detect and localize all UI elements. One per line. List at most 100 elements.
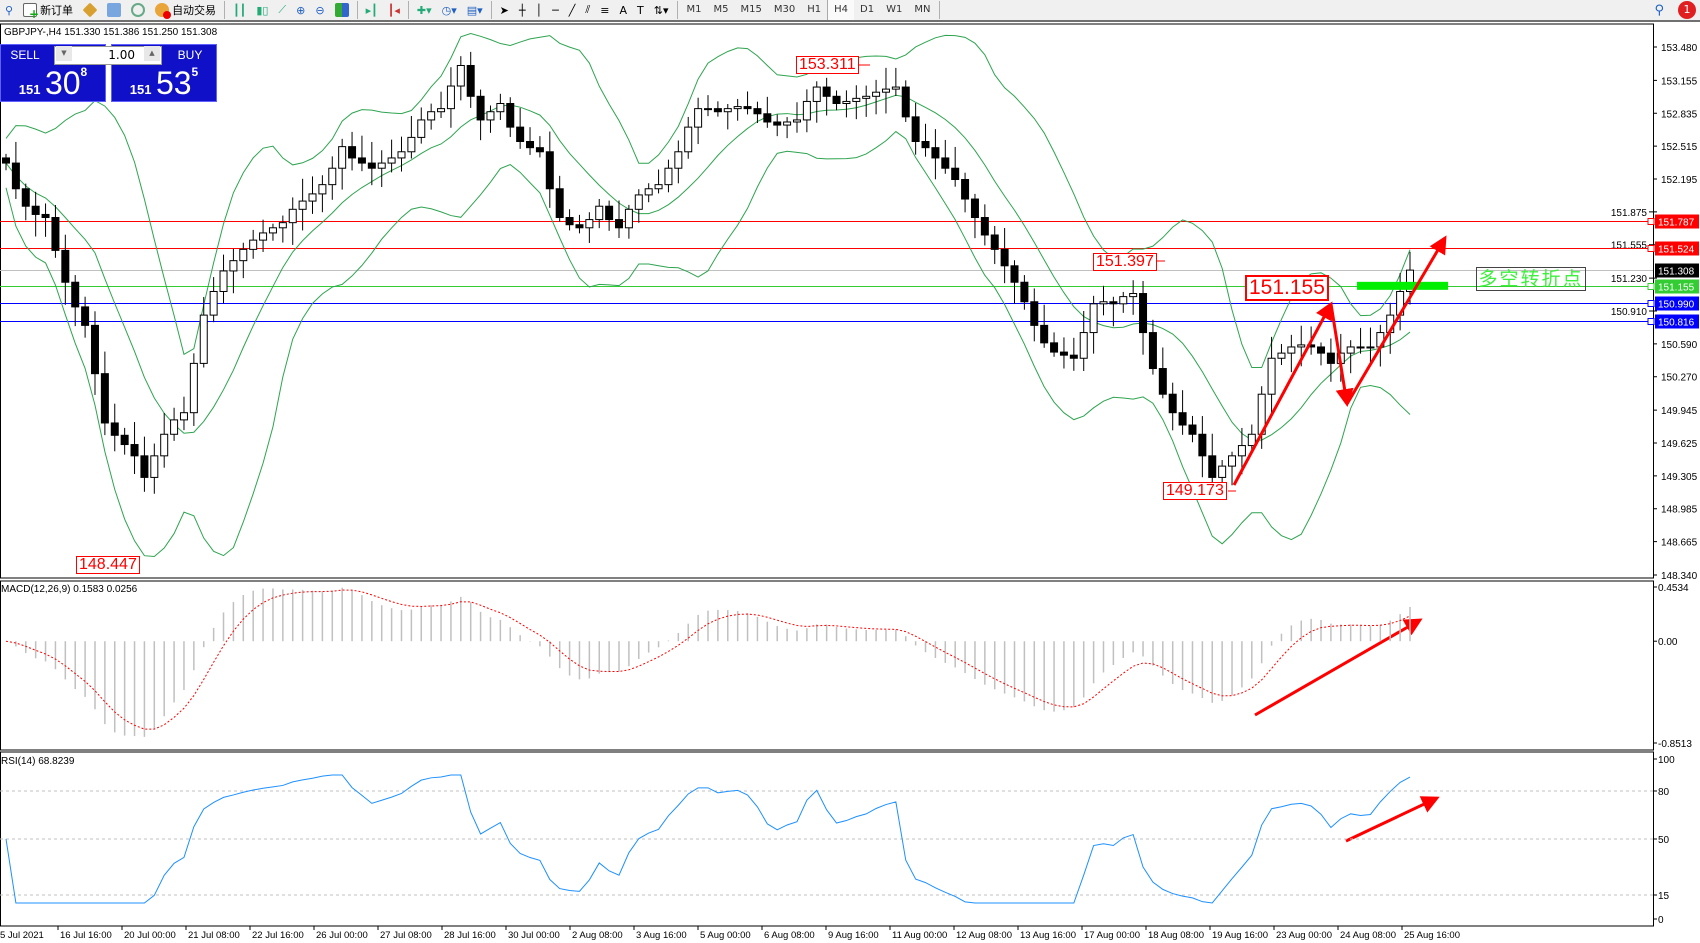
- fibonacci-button[interactable]: ≡: [595, 0, 614, 20]
- lot-increase-button[interactable]: ▲: [144, 46, 160, 61]
- vertical-line-button[interactable]: │: [531, 0, 548, 20]
- auto-scroll-icon: ▸┃: [365, 3, 378, 17]
- periods-button[interactable]: ◷▾: [437, 0, 462, 20]
- timeframe-h4[interactable]: H4: [827, 0, 855, 20]
- price-level-label: 151.155: [1658, 283, 1695, 294]
- navigator-button[interactable]: [102, 0, 126, 20]
- candle: [881, 67, 890, 114]
- price-tick-label: 149.625: [1661, 439, 1698, 450]
- bar-chart-icon: ┃┃: [233, 3, 247, 17]
- zoom-out-button[interactable]: ⊖: [310, 0, 329, 20]
- price-tick-label: 153.480: [1661, 43, 1698, 54]
- candle: [367, 141, 376, 186]
- candle-body: [298, 200, 307, 210]
- candle: [71, 275, 80, 327]
- channel-button[interactable]: ⫽: [580, 0, 595, 20]
- arrows-button[interactable]: ⇅▾: [649, 0, 674, 20]
- time-tick-label: 16 Jul 16:00: [60, 930, 112, 941]
- candle: [812, 81, 821, 123]
- lot-size-input[interactable]: 1.00: [54, 46, 162, 65]
- candle: [2, 153, 10, 171]
- lot-decrease-button[interactable]: ▼: [56, 46, 72, 61]
- chart-shift-icon: ┃◂: [387, 3, 400, 17]
- horizontal-line-button[interactable]: ─: [547, 0, 564, 20]
- chart-symbol-info: GBPJPY-,H4 151.330 151.386 151.250 151.3…: [4, 27, 218, 38]
- buy-price: 151 535: [112, 65, 216, 102]
- candle-body: [1287, 346, 1296, 354]
- candle: [1079, 310, 1088, 372]
- candle-body: [644, 188, 653, 196]
- timeframe-h1[interactable]: H1: [807, 4, 822, 15]
- candle: [575, 214, 584, 234]
- pivot-price-label[interactable]: 151.155: [1245, 275, 1329, 301]
- candle-chart-button[interactable]: ▮▯: [251, 0, 273, 20]
- candle-body: [516, 126, 525, 143]
- time-tick-label: 20 Jul 00:00: [124, 930, 176, 941]
- swing-high-price-label[interactable]: 151.397: [1093, 253, 1157, 271]
- candle: [160, 413, 169, 468]
- timeframe-mn[interactable]: MN: [914, 4, 931, 15]
- tile-windows-button[interactable]: [330, 0, 354, 20]
- auto-trading-button[interactable]: 自动交易: [150, 0, 221, 20]
- auto-scroll-button[interactable]: ▸┃: [361, 0, 383, 20]
- candle-body: [1168, 393, 1177, 414]
- candle-body: [1277, 352, 1286, 359]
- indicators-icon: ✚▾: [416, 3, 432, 17]
- candle: [694, 97, 703, 145]
- chart-shift-button[interactable]: ┃◂: [383, 0, 405, 20]
- timeframe-m5[interactable]: M5: [713, 4, 729, 15]
- candle: [61, 234, 70, 305]
- crosshair-icon: ┼: [518, 3, 526, 17]
- text-button[interactable]: A: [615, 0, 633, 20]
- indicators-button[interactable]: ✚▾: [412, 0, 437, 20]
- candle-body: [575, 224, 584, 229]
- candle-body: [1089, 303, 1098, 334]
- candle-body: [51, 217, 60, 251]
- candle-body: [1297, 344, 1306, 348]
- new-order-label: 新订单: [40, 4, 74, 17]
- timeframe-m15[interactable]: M15: [740, 4, 762, 15]
- timeframe-m1[interactable]: M1: [686, 4, 702, 15]
- market-watch-button[interactable]: [78, 0, 102, 20]
- candle-body: [585, 219, 594, 229]
- candle-body: [170, 419, 179, 435]
- cursor-button[interactable]: ➤: [495, 0, 514, 20]
- toolbar-divider: [407, 1, 409, 19]
- search-icon[interactable]: ⚲: [1654, 3, 1664, 18]
- candle-body: [733, 106, 742, 110]
- rsi-tick-label: 15: [1658, 891, 1670, 902]
- candle-body: [328, 167, 337, 186]
- templates-button[interactable]: ▤▾: [462, 0, 488, 20]
- low-price-label[interactable]: 148.447: [76, 556, 140, 574]
- text-label-button[interactable]: T: [632, 0, 649, 20]
- new-order-button[interactable]: + 新订单: [18, 0, 78, 20]
- zoom-tool-button[interactable]: ⚲: [0, 0, 18, 20]
- candle-body: [506, 102, 515, 128]
- zoom-in-button[interactable]: ⊕: [291, 0, 310, 20]
- notification-badge[interactable]: 1: [1678, 1, 1696, 19]
- candle-body: [990, 234, 999, 250]
- sell-label: SELL: [10, 48, 40, 62]
- candle-body: [773, 121, 782, 126]
- trendline-button[interactable]: ╱: [564, 0, 581, 20]
- candle: [1356, 327, 1365, 354]
- candle: [427, 103, 436, 130]
- price-tick-label: 151.875: [1611, 208, 1648, 219]
- timeframe-w1[interactable]: W1: [886, 4, 903, 15]
- signals-button[interactable]: [126, 0, 150, 20]
- candle: [822, 77, 831, 116]
- timeframe-m30[interactable]: M30: [773, 4, 796, 15]
- crosshair-button[interactable]: ┼: [514, 0, 531, 20]
- candle-body: [1326, 352, 1335, 364]
- candle: [397, 136, 406, 172]
- swing-low-price-label[interactable]: 149.173: [1163, 482, 1227, 500]
- pivot-point-text[interactable]: 多空转折点: [1476, 267, 1586, 291]
- timeframe-d1[interactable]: D1: [860, 4, 875, 15]
- price-trend-arrow: [1345, 235, 1447, 405]
- candle-body: [1218, 465, 1227, 478]
- high-price-label[interactable]: 153.311: [796, 56, 859, 74]
- line-chart-button[interactable]: ⟋: [273, 0, 291, 20]
- bar-chart-button[interactable]: ┃┃: [228, 0, 251, 20]
- candle: [298, 178, 307, 231]
